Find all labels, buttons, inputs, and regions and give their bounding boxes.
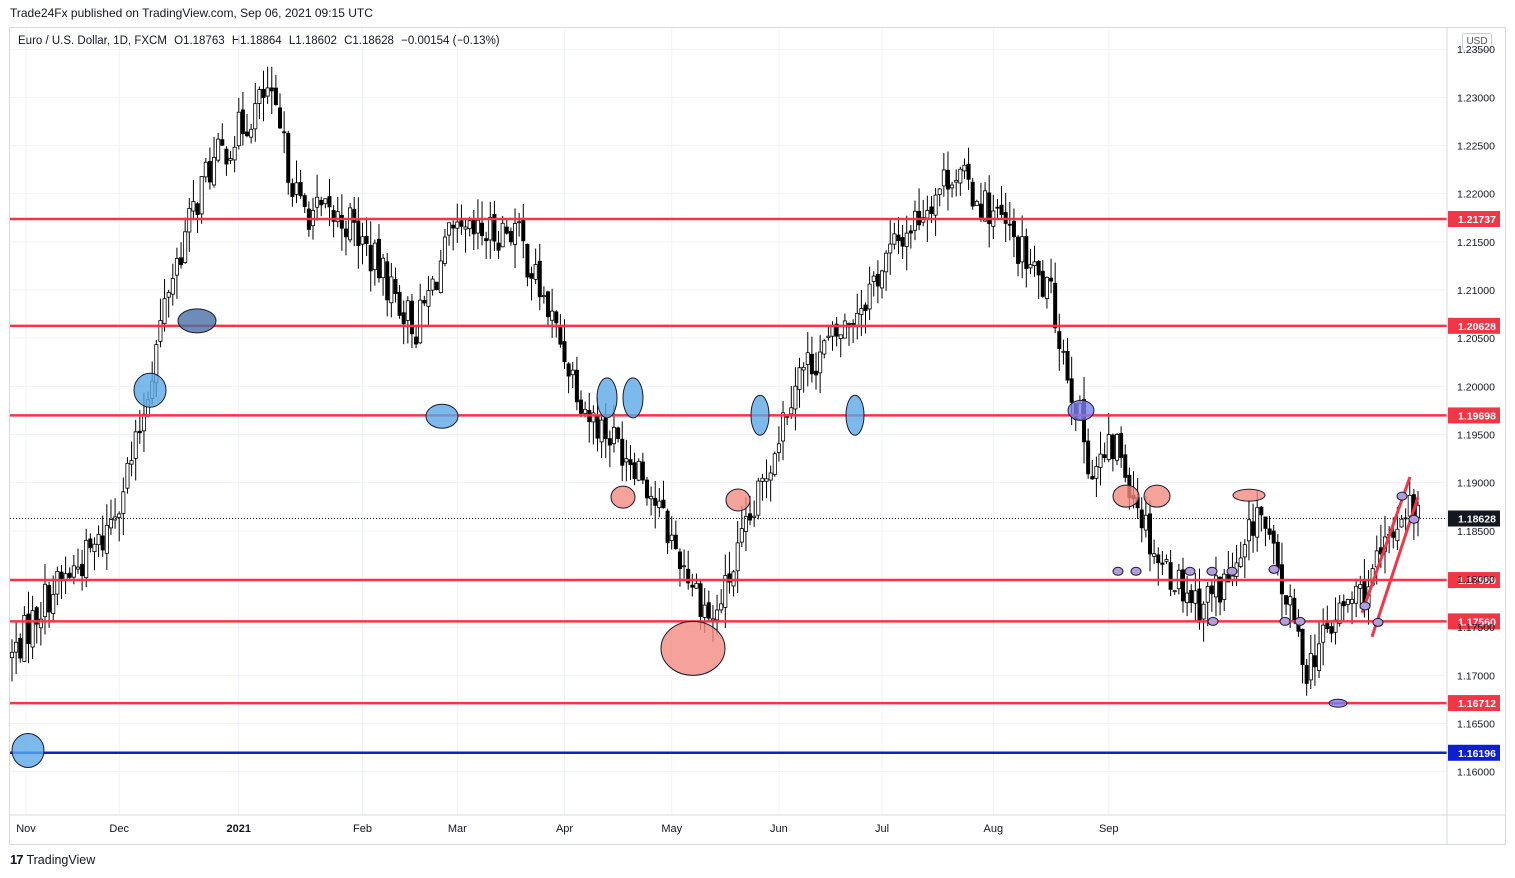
publisher-caption: Trade24Fx published on TradingView.com, … [10, 6, 373, 20]
tradingview-logo-icon: 17 [10, 852, 24, 867]
chart-frame[interactable] [9, 27, 1506, 845]
change-value: −0.00154 (−0.13%) [401, 35, 500, 47]
brand-name: TradingView [26, 852, 96, 867]
open-value: O1.18763 [174, 35, 225, 47]
footer: 17 TradingView [10, 852, 95, 867]
low-value: L1.18602 [288, 35, 337, 47]
currency-button[interactable]: USD [1462, 33, 1492, 51]
high-value: H1.18864 [231, 35, 282, 47]
close-value: C1.18628 [344, 35, 394, 47]
symbol-legend: Euro / U.S. Dollar, 1D, FXCM O1.18763 H1… [18, 35, 504, 47]
symbol-name: Euro / U.S. Dollar, 1D, FXCM [18, 35, 167, 47]
